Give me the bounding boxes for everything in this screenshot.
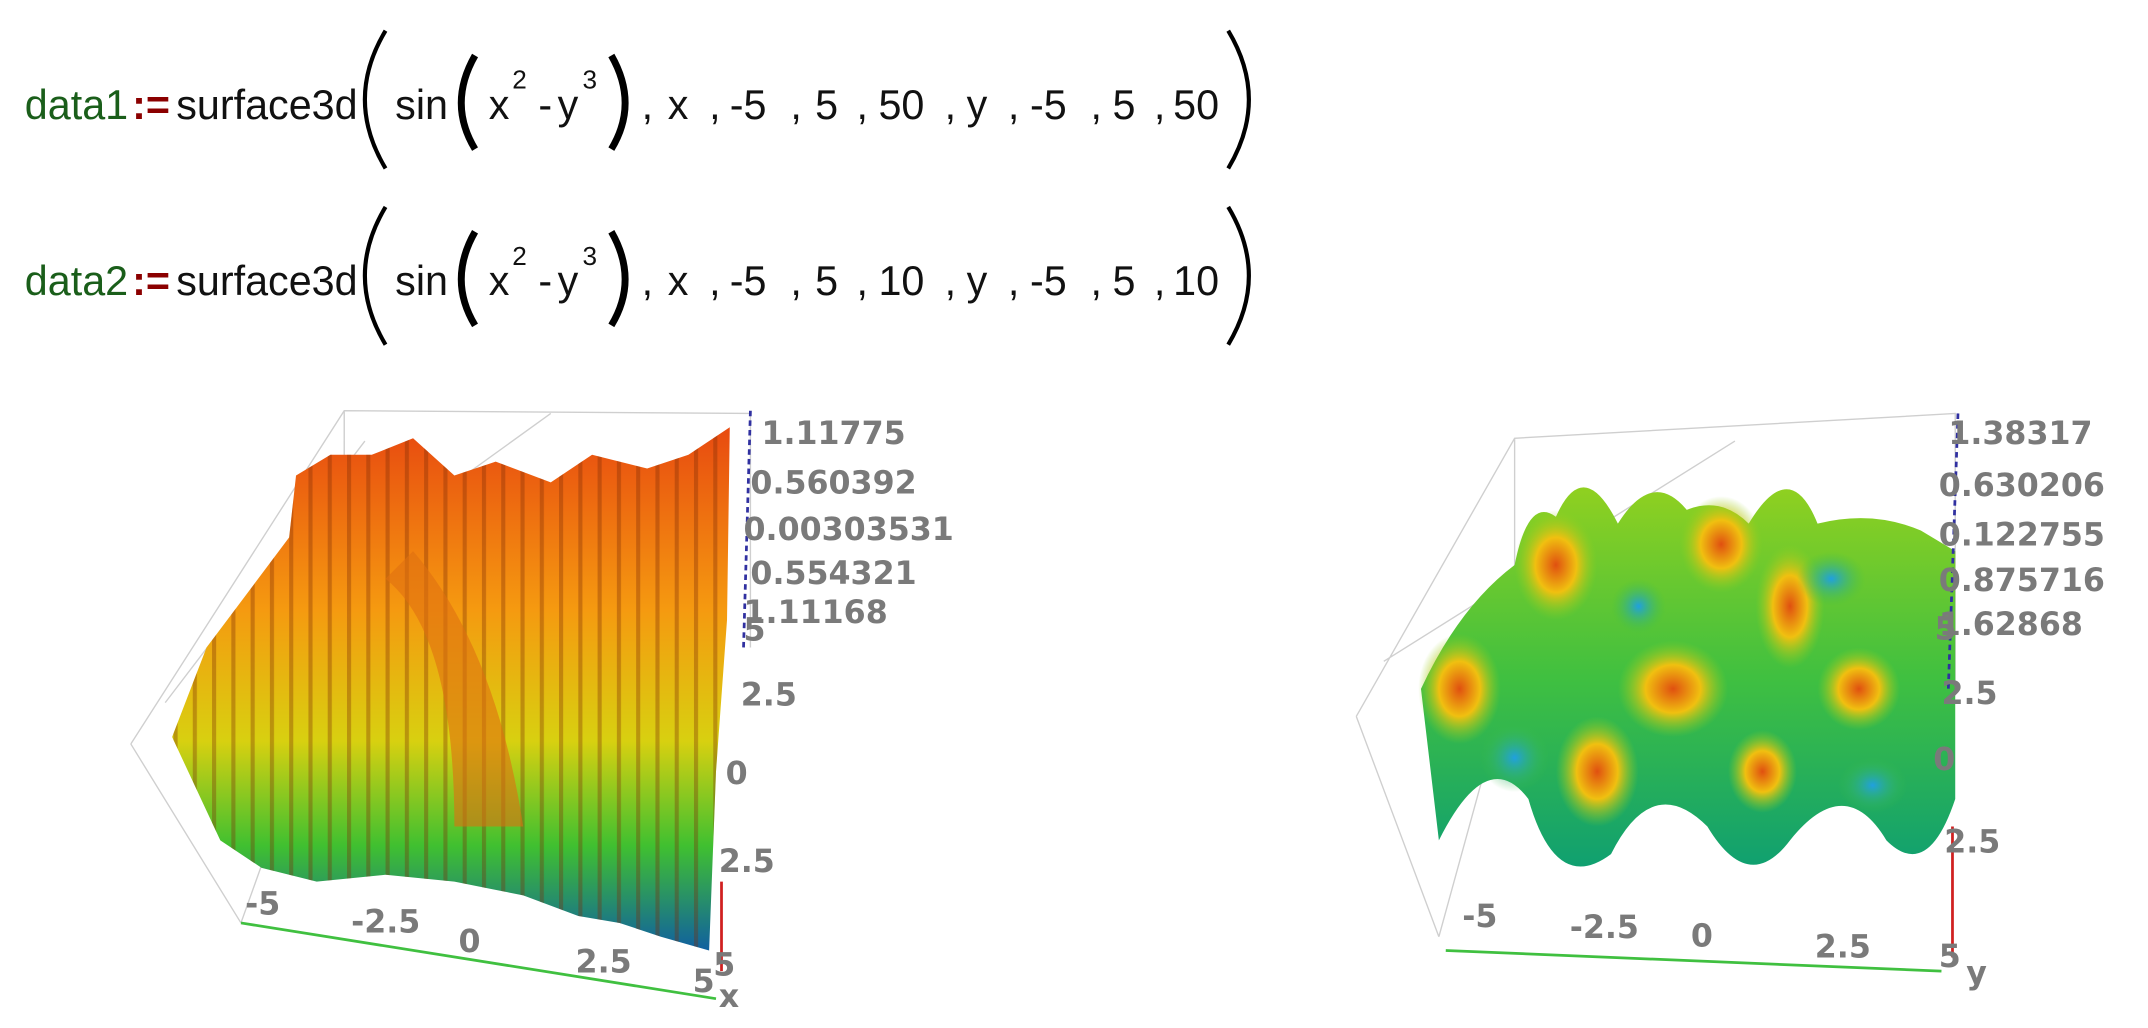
- z-tick-label: 0.630206: [1939, 468, 2105, 504]
- assign-operator: :=: [132, 82, 170, 128]
- z-tick-label: 0.560392: [750, 465, 916, 501]
- bottom-tick-label: 0: [1691, 918, 1713, 954]
- argument: -5: [1030, 82, 1067, 128]
- argument: x: [668, 82, 689, 128]
- separator: ,: [642, 258, 653, 304]
- z-tick-label: 0.875716: [1939, 563, 2105, 599]
- side-tick-label: 5: [744, 613, 766, 649]
- separator: ,: [1008, 82, 1019, 128]
- inner-function: sin: [395, 82, 448, 128]
- separator: ,: [856, 82, 867, 128]
- z-tick-label: 1.62868: [1939, 607, 2083, 643]
- side-tick-label: 2.5: [741, 677, 797, 713]
- argument: 50: [878, 82, 924, 128]
- bottom-tick-label: 2.5: [576, 945, 632, 981]
- variable-name: data1: [25, 82, 128, 128]
- separator: ,: [1008, 258, 1019, 304]
- separator: ,: [945, 82, 956, 128]
- separator: ,: [945, 258, 956, 304]
- argument: 10: [878, 258, 924, 304]
- argument: -5: [730, 82, 767, 128]
- separator: ,: [1091, 258, 1102, 304]
- axis-name: x: [719, 979, 739, 1015]
- z-tick-label: 0.00303531: [744, 512, 954, 548]
- x-exponent: 2: [512, 241, 527, 271]
- assign-operator: :=: [132, 258, 170, 304]
- x-base: x: [489, 82, 510, 128]
- argument: 10: [1173, 258, 1219, 304]
- y-exponent: 3: [582, 241, 597, 271]
- separator: ,: [1091, 82, 1102, 128]
- y-base: y: [558, 82, 579, 128]
- z-tick-label: 1.38317: [1948, 416, 2092, 452]
- separator: ,: [790, 82, 801, 128]
- separator: ,: [856, 258, 867, 304]
- argument: -5: [1030, 258, 1067, 304]
- z-tick-label: 1.11168: [744, 595, 888, 631]
- argument: 5: [1113, 258, 1136, 304]
- argument: y: [967, 82, 988, 128]
- function-name: surface3d: [176, 258, 357, 304]
- y-base: y: [558, 258, 579, 304]
- argument: y: [967, 258, 988, 304]
- bottom-tick-label: -2.5: [1570, 910, 1639, 946]
- function-name: surface3d: [176, 82, 357, 128]
- argument: 5: [1113, 82, 1136, 128]
- z-tick-label: 1.11775: [761, 416, 905, 452]
- parentheses: [362, 29, 1251, 346]
- z-tick-label: 0.122755: [1939, 518, 2105, 554]
- side-tick-label: 5: [713, 947, 735, 983]
- separator: ,: [642, 82, 653, 128]
- x-base: x: [489, 258, 510, 304]
- axis-name: y: [1966, 956, 1987, 992]
- side-tick-label: 2.5: [1941, 676, 1997, 712]
- bottom-tick-label: 5: [1939, 939, 1961, 975]
- bottom-tick-label: 2.5: [1815, 929, 1871, 965]
- minus: -: [538, 82, 552, 128]
- argument: 5: [815, 82, 838, 128]
- side-tick-label: 0: [1933, 742, 1955, 778]
- surface-plot-2: [1355, 412, 1960, 973]
- argument: 50: [1173, 82, 1219, 128]
- separator: ,: [709, 258, 720, 304]
- separator: ,: [1154, 82, 1165, 128]
- bottom-tick-label: 0: [459, 924, 481, 960]
- bottom-tick-label: -5: [1462, 899, 1497, 935]
- variable-name: data2: [25, 258, 128, 304]
- surface-plot-1: [130, 410, 752, 1001]
- argument: -5: [730, 258, 767, 304]
- separator: ,: [1154, 258, 1165, 304]
- y-exponent: 3: [582, 65, 597, 95]
- inner-function: sin: [395, 258, 448, 304]
- minus: -: [538, 258, 552, 304]
- z-tick-label: 0.554321: [750, 556, 916, 592]
- argument: x: [668, 258, 689, 304]
- side-tick-label: 2.5: [719, 844, 775, 880]
- side-tick-label: 0: [726, 756, 748, 792]
- side-tick-label: 2.5: [1944, 825, 2000, 861]
- bottom-tick-label: 5: [693, 964, 715, 1000]
- argument: 5: [815, 258, 838, 304]
- bottom-tick-label: -2.5: [351, 905, 420, 941]
- side-tick-label: 5: [1935, 611, 1957, 647]
- x-exponent: 2: [512, 65, 527, 95]
- separator: ,: [709, 82, 720, 128]
- bottom-tick-label: -5: [245, 887, 280, 923]
- separator: ,: [790, 258, 801, 304]
